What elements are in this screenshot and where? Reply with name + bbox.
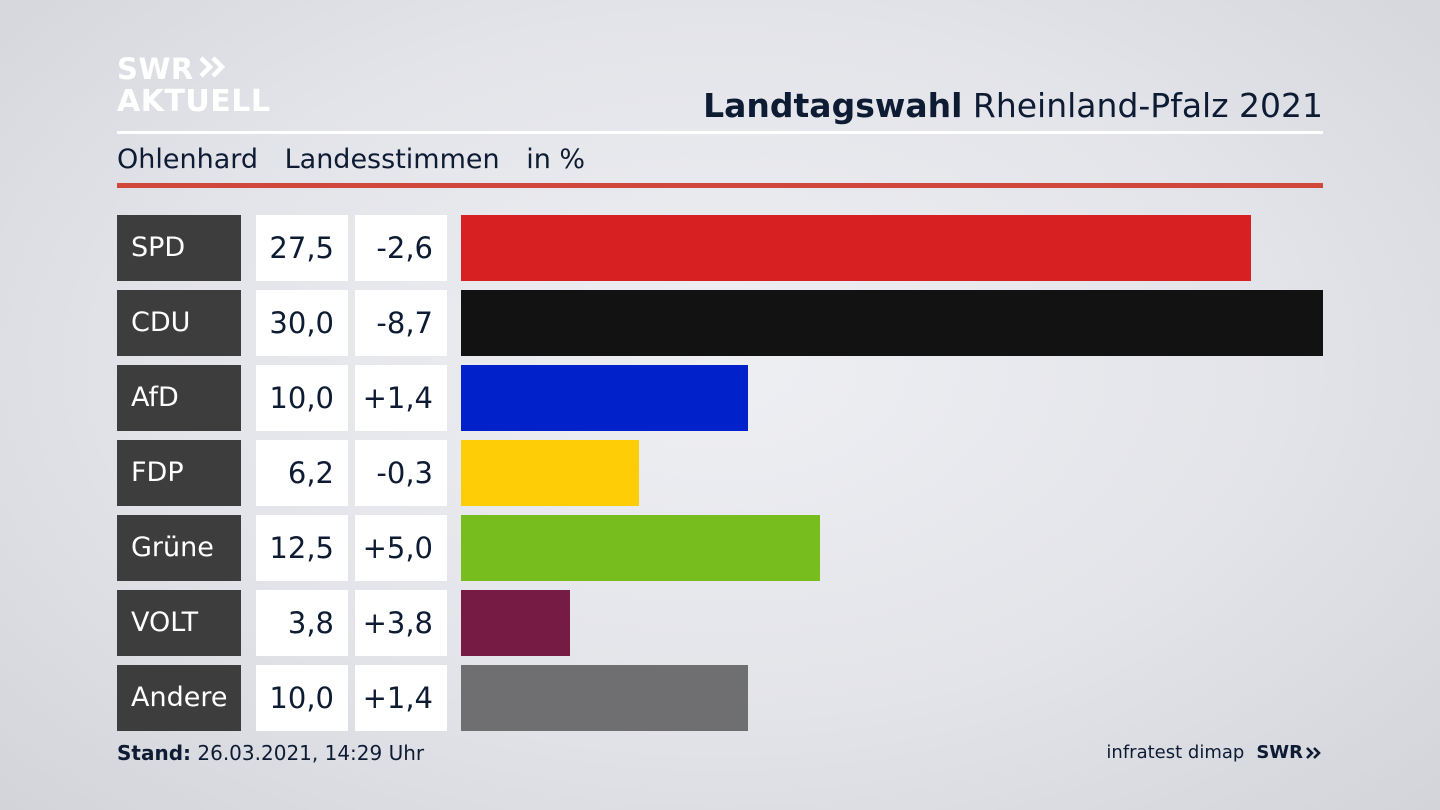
vote-share-value: 10,0 [256,365,348,431]
bar-spd [461,215,1251,281]
subtitle-place: Ohlenhard [117,144,259,175]
swr-brand-text: SWR [1256,742,1303,763]
vote-change-value: +1,4 [355,365,447,431]
bar-grune [461,515,820,581]
bar-row-spd: SPD 27,5 -2,6 [117,215,1323,281]
vote-share-value: 6,2 [256,440,348,506]
timestamp: Stand: 26.03.2021, 14:29 Uhr [117,739,424,767]
vote-change-value: +3,8 [355,590,447,656]
bar-andere [461,665,748,731]
vote-share-value: 10,0 [256,665,348,731]
party-label: AfD [117,365,241,431]
title-divider [117,131,1323,134]
vote-share-value: 3,8 [256,590,348,656]
bar-row-cdu: CDU 30,0 -8,7 [117,290,1323,356]
subtitle-divider [117,183,1323,188]
vote-change-value: -2,6 [355,215,447,281]
bar-row-grune: Grüne 12,5 +5,0 [117,515,1323,581]
stand-value: 26.03.2021, 14:29 Uhr [197,741,425,765]
vote-change-value: -0,3 [355,440,447,506]
swr-brand: SWR [1256,739,1323,767]
party-label: Grüne [117,515,241,581]
logo-line2: AKTUELL [117,84,271,119]
party-label: VOLT [117,590,241,656]
party-label: CDU [117,290,241,356]
double-chevron-icon [198,54,228,85]
subtitle-unit: in % [526,144,586,175]
bar-afd [461,365,748,431]
swr-aktuell-logo: SWR AKTUELL [117,52,271,119]
stand-label: Stand: [117,741,192,765]
bar-row-afd: AfD 10,0 +1,4 [117,365,1323,431]
bar-cdu [461,290,1323,356]
vote-change-value: +5,0 [355,515,447,581]
title-rest: Rheinland-Pfalz 2021 [972,86,1323,125]
party-label: Andere [117,665,241,731]
subtitle: Ohlenhard Landesstimmen in % [117,143,603,177]
vote-share-value: 27,5 [256,215,348,281]
vote-share-value: 30,0 [256,290,348,356]
bar-fdp [461,440,639,506]
bar-row-fdp: FDP 6,2 -0,3 [117,440,1323,506]
source-credit: infratest dimap SWR [1106,739,1323,767]
bar-volt [461,590,570,656]
page-title: Landtagswahl Rheinland-Pfalz 2021 [703,86,1323,126]
party-label: SPD [117,215,241,281]
vote-change-value: +1,4 [355,665,447,731]
source-name: infratest dimap [1106,742,1245,763]
title-bold: Landtagswahl [703,86,963,125]
vote-change-value: -8,7 [355,290,447,356]
bar-row-volt: VOLT 3,8 +3,8 [117,590,1323,656]
double-chevron-icon [1306,747,1321,759]
bar-row-andere: Andere 10,0 +1,4 [117,665,1323,731]
party-label: FDP [117,440,241,506]
vote-share-value: 12,5 [256,515,348,581]
subtitle-measure: Landesstimmen [284,144,500,175]
logo-line1: SWR [117,52,194,86]
